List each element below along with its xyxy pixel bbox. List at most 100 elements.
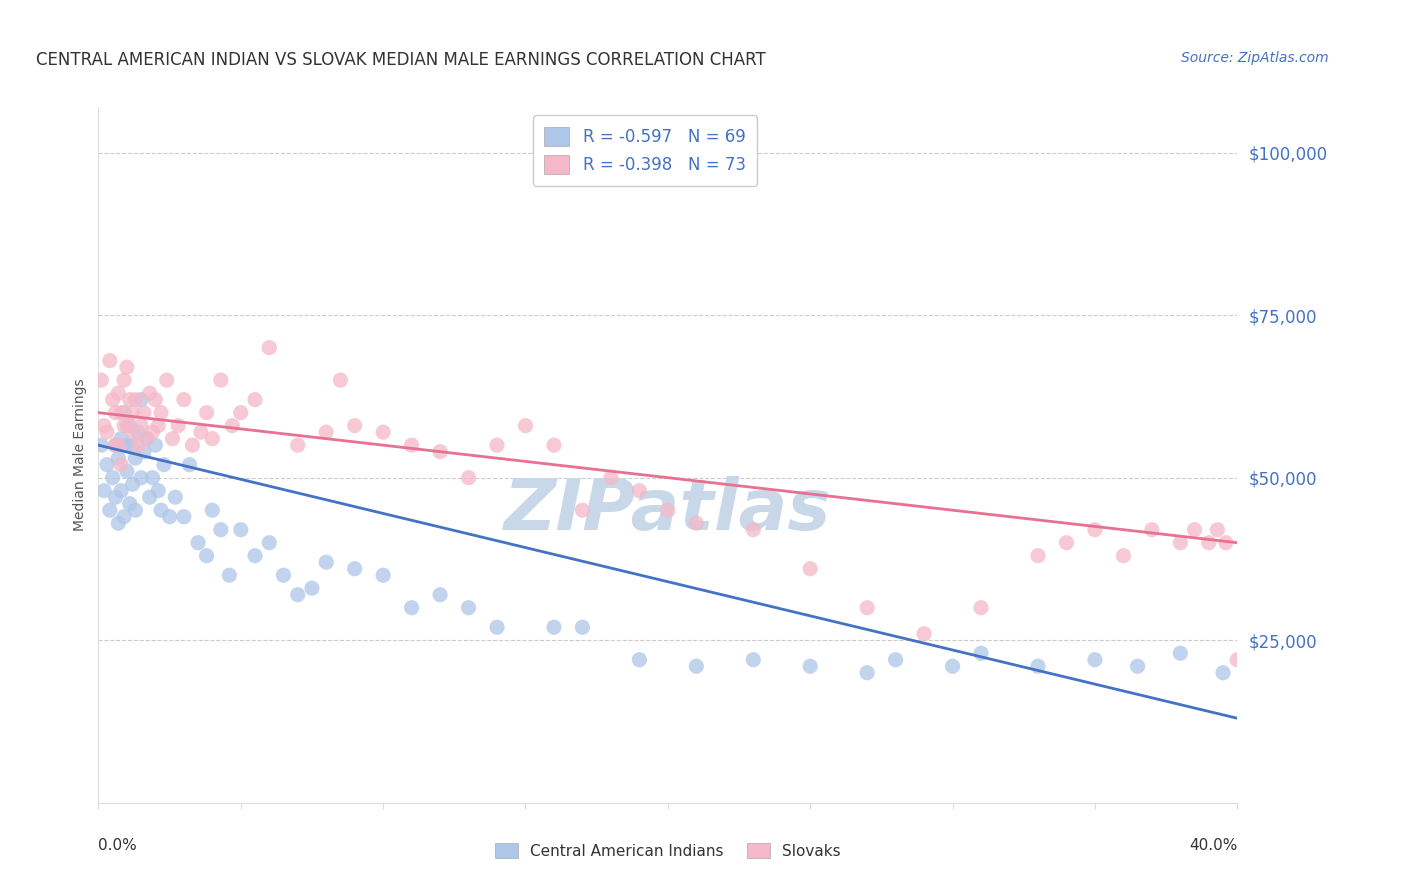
Point — [129, 418, 152, 433]
Point — [259, 341, 281, 355]
Point — [315, 425, 337, 439]
Point — [1226, 653, 1249, 667]
Point — [104, 438, 127, 452]
Point — [153, 458, 176, 472]
Point — [124, 392, 146, 407]
Point — [132, 444, 155, 458]
Point — [127, 425, 149, 439]
Point — [1026, 659, 1049, 673]
Point — [571, 620, 593, 634]
Point — [148, 418, 170, 433]
Point — [628, 483, 651, 498]
Point — [373, 425, 395, 439]
Point — [173, 509, 195, 524]
Point — [112, 406, 135, 420]
Point — [799, 659, 821, 673]
Point — [138, 386, 160, 401]
Point — [162, 432, 184, 446]
Point — [1206, 523, 1229, 537]
Point — [115, 418, 138, 433]
Point — [884, 653, 907, 667]
Point — [124, 451, 146, 466]
Point — [429, 588, 451, 602]
Point — [343, 418, 366, 433]
Point — [515, 418, 537, 433]
Point — [107, 516, 129, 531]
Point — [273, 568, 295, 582]
Point — [98, 353, 121, 368]
Point — [287, 588, 309, 602]
Point — [657, 503, 679, 517]
Point — [343, 562, 366, 576]
Point — [1084, 523, 1107, 537]
Point — [110, 483, 132, 498]
Point — [132, 406, 155, 420]
Point — [1084, 653, 1107, 667]
Point — [195, 406, 218, 420]
Point — [167, 418, 190, 433]
Point — [112, 418, 135, 433]
Point — [229, 406, 252, 420]
Point — [127, 438, 149, 452]
Point — [685, 516, 707, 531]
Point — [600, 471, 623, 485]
Point — [628, 653, 651, 667]
Point — [145, 438, 167, 452]
Point — [118, 418, 141, 433]
Point — [135, 432, 157, 446]
Point — [101, 471, 124, 485]
Point — [1056, 535, 1078, 549]
Point — [173, 392, 195, 407]
Point — [742, 523, 765, 537]
Legend: Central American Indians, Slovaks: Central American Indians, Slovaks — [489, 837, 846, 864]
Point — [110, 406, 132, 420]
Point — [112, 373, 135, 387]
Point — [135, 432, 157, 446]
Point — [201, 432, 224, 446]
Point — [121, 438, 143, 452]
Point — [98, 503, 121, 517]
Point — [1198, 535, 1220, 549]
Point — [1215, 535, 1237, 549]
Y-axis label: Median Male Earnings: Median Male Earnings — [73, 378, 87, 532]
Point — [118, 497, 141, 511]
Point — [141, 425, 163, 439]
Point — [190, 425, 212, 439]
Point — [141, 471, 163, 485]
Point — [1184, 523, 1206, 537]
Point — [90, 373, 112, 387]
Text: 0.0%: 0.0% — [98, 838, 138, 853]
Point — [181, 438, 204, 452]
Text: CENTRAL AMERICAN INDIAN VS SLOVAK MEDIAN MALE EARNINGS CORRELATION CHART: CENTRAL AMERICAN INDIAN VS SLOVAK MEDIAN… — [35, 52, 765, 70]
Point — [107, 451, 129, 466]
Point — [159, 509, 181, 524]
Point — [243, 549, 266, 563]
Point — [301, 581, 323, 595]
Point — [1170, 646, 1192, 660]
Point — [856, 665, 879, 680]
Point — [156, 373, 179, 387]
Point — [1126, 659, 1149, 673]
Point — [101, 392, 124, 407]
Point — [243, 392, 266, 407]
Point — [118, 392, 141, 407]
Point — [457, 471, 479, 485]
Point — [165, 490, 187, 504]
Point — [90, 438, 112, 452]
Point — [685, 659, 707, 673]
Point — [742, 653, 765, 667]
Point — [179, 458, 201, 472]
Point — [107, 386, 129, 401]
Point — [209, 373, 232, 387]
Point — [218, 568, 240, 582]
Point — [129, 392, 152, 407]
Point — [121, 406, 143, 420]
Point — [942, 659, 965, 673]
Point — [124, 503, 146, 517]
Point — [373, 568, 395, 582]
Point — [799, 562, 821, 576]
Point — [401, 438, 423, 452]
Point — [209, 523, 232, 537]
Point — [110, 458, 132, 472]
Point — [287, 438, 309, 452]
